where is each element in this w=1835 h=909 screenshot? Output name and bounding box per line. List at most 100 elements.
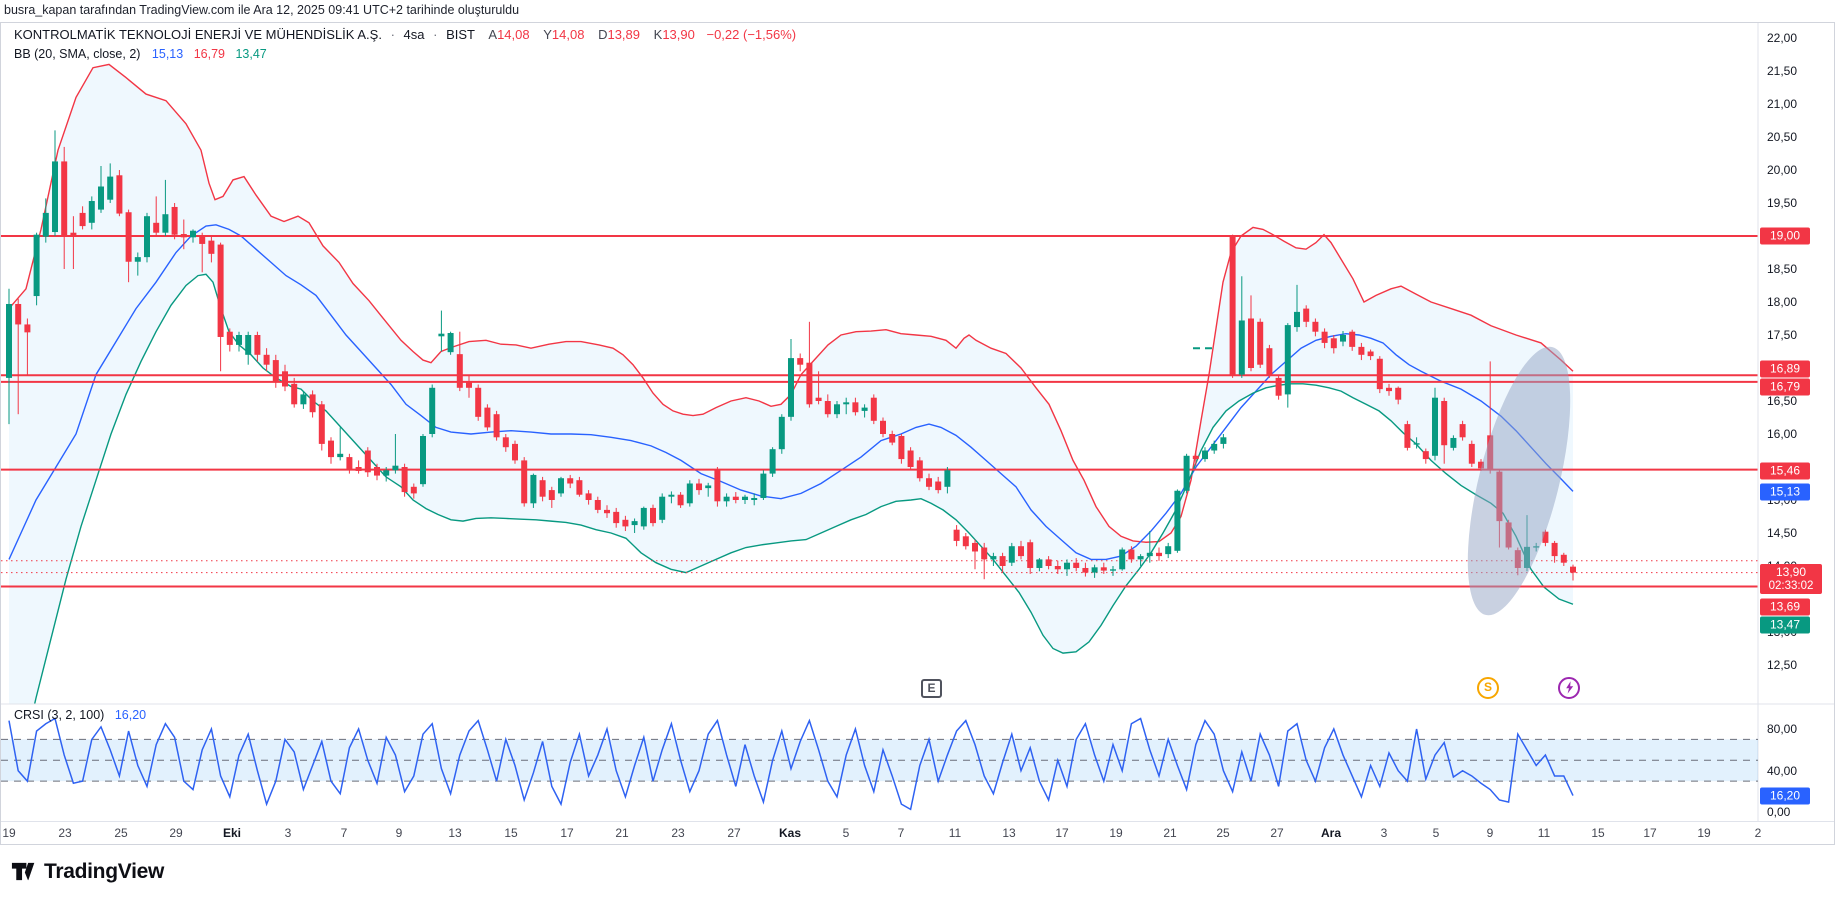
- candle-body: [567, 478, 574, 484]
- candle-body: [1018, 546, 1024, 557]
- candle-body: [981, 547, 988, 560]
- candle-body: [300, 394, 307, 405]
- date-label: 11: [948, 826, 962, 840]
- candle-body: [98, 186, 104, 210]
- candle-body: [512, 443, 518, 461]
- candle-body: [1156, 552, 1162, 557]
- candle-body: [171, 206, 178, 235]
- date-label: 3: [284, 826, 292, 840]
- candle-body: [834, 404, 840, 415]
- date-label: 17: [1643, 826, 1657, 840]
- date-label: 5: [1432, 826, 1440, 840]
- bb-fill: [9, 64, 1573, 704]
- candle-body: [245, 335, 252, 355]
- bb-upper-line: [8, 63, 1574, 543]
- symbol-row: KONTROLMATİK TEKNOLOJİ ENERJİ VE MÜHENDİ…: [14, 26, 796, 44]
- candle-body: [1551, 542, 1558, 557]
- price-badge: 16,20: [1760, 787, 1810, 805]
- candle-body: [1202, 450, 1208, 460]
- candle-body: [107, 176, 114, 200]
- candle-body: [861, 407, 868, 411]
- candle-body: [328, 440, 334, 458]
- date-label: 27: [727, 826, 741, 840]
- candle-body: [217, 244, 224, 337]
- bb-upper-value: 16,79: [193, 47, 225, 61]
- candle-body: [420, 435, 426, 485]
- crsi-line: [8, 717, 1574, 811]
- candle-body: [1570, 566, 1576, 573]
- candle-body: [291, 383, 298, 405]
- price-tick: 18,00: [1767, 295, 1798, 309]
- lightning-marker[interactable]: [1558, 677, 1580, 699]
- tradingview-footer[interactable]: TradingView: [10, 858, 164, 885]
- candle-body: [1432, 397, 1438, 456]
- close-value: 13,90: [662, 27, 695, 42]
- candle-body: [1330, 338, 1337, 349]
- price-axis[interactable]: 22,00 21,50 21,00 20,50 20,00 19,50 18,50 18,00…: [1758, 23, 1835, 821]
- candle-body: [732, 496, 739, 500]
- open-label: A: [488, 27, 498, 42]
- candle-body: [1441, 401, 1448, 446]
- crsi-label: CRSI (3, 2, 100): [14, 708, 105, 722]
- date-label: 25: [114, 826, 128, 840]
- candle-body: [668, 494, 675, 497]
- candle-body: [199, 236, 206, 244]
- time-axis[interactable]: 19 23 25 29 Eki 3 7 9 13 15 17 21 23 27 Kas 5 7 11 13 17 19 2…: [1, 821, 1834, 845]
- candle-body: [1560, 554, 1567, 563]
- split-marker[interactable]: S: [1477, 677, 1499, 699]
- candle-body: [880, 420, 886, 434]
- candle-body: [318, 404, 325, 444]
- candle-body: [1321, 331, 1328, 343]
- bb-basis-value: 15,13: [151, 47, 184, 61]
- candle-body: [1358, 346, 1365, 355]
- date-label: 29: [169, 826, 183, 840]
- lightning-icon: [1565, 681, 1573, 694]
- change-value: −0,22 (−1,56%): [706, 27, 797, 42]
- candle-body: [1349, 331, 1356, 347]
- price-tick: 18,50: [1767, 262, 1798, 276]
- candle-body: [79, 212, 86, 227]
- candle-body: [226, 331, 233, 345]
- candle-body: [1257, 321, 1264, 365]
- price-chart-canvas[interactable]: [1, 23, 1834, 844]
- candle-body: [401, 467, 408, 493]
- candle-body: [309, 394, 316, 413]
- candle-body: [134, 257, 141, 262]
- tradingview-wordmark: TradingView: [44, 859, 165, 883]
- price-tick: 16,50: [1767, 394, 1798, 408]
- date-label: 19: [1109, 826, 1123, 840]
- candle-body: [272, 360, 279, 382]
- candle-body: [1091, 567, 1098, 573]
- candle-body: [493, 414, 500, 438]
- candle-body: [1064, 562, 1070, 570]
- crsi-indicator-row: CRSI (3, 2, 100) 16,20: [14, 708, 146, 722]
- earnings-marker[interactable]: E: [921, 679, 942, 698]
- candle-body: [760, 473, 767, 499]
- price-tick: 80,00: [1767, 722, 1798, 736]
- candle-body: [723, 496, 730, 502]
- candle-body: [410, 486, 417, 494]
- candle-body: [180, 234, 187, 238]
- date-label: 17: [560, 826, 574, 840]
- candle-body: [1340, 335, 1346, 342]
- candle-body: [1174, 490, 1181, 551]
- price-tick: 14,50: [1767, 526, 1798, 540]
- candle-body: [1284, 325, 1291, 395]
- bb-label: BB (20, SMA, close, 2): [14, 47, 141, 61]
- candle-body: [585, 493, 592, 500]
- candle-body: [61, 161, 68, 236]
- date-label: 15: [504, 826, 518, 840]
- candle-body: [447, 333, 454, 353]
- exchange-label: BIST: [446, 27, 475, 42]
- price-badge: 19,00: [1760, 227, 1810, 245]
- low-label: D: [598, 27, 608, 42]
- candle-body: [456, 354, 463, 388]
- candle-body: [282, 371, 288, 387]
- chart-area[interactable]: KONTROLMATİK TEKNOLOJİ ENERJİ VE MÜHENDİ…: [0, 22, 1835, 845]
- price-badge: 15,46: [1760, 462, 1810, 480]
- candle-body: [254, 335, 261, 355]
- candle-body: [999, 556, 1006, 566]
- candle-body: [686, 483, 693, 504]
- candle-body: [1312, 321, 1319, 332]
- date-label: 13: [448, 826, 462, 840]
